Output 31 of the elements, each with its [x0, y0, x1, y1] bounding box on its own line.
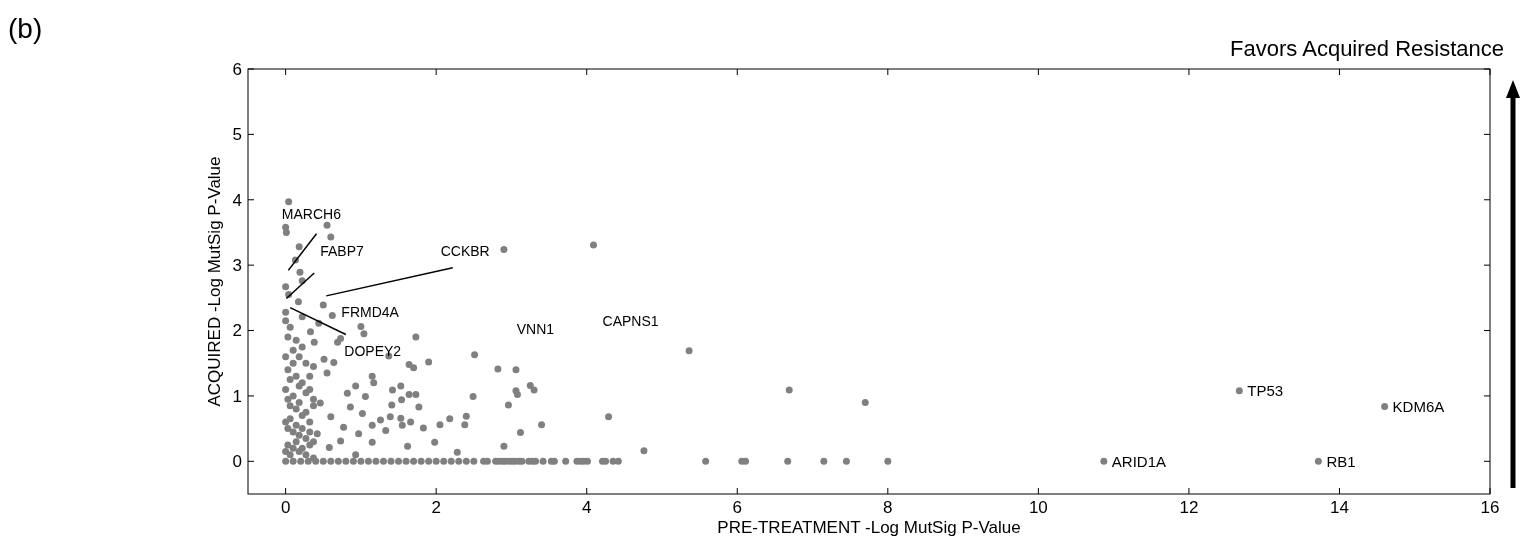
y-axis-title: ACQUIRED -Log MutSig P-Value — [205, 156, 224, 407]
annotation: KDM6A — [1392, 397, 1445, 415]
text: (b) — [8, 13, 43, 44]
y-tick-label: 0 — [232, 452, 242, 472]
y-tick-label: 5 — [232, 125, 242, 145]
x-tick-label: 10 — [1028, 498, 1048, 517]
x-tick-label: 0 — [280, 498, 291, 517]
y-tick-label: 4 — [232, 190, 242, 210]
x-tick-label: 2 — [431, 498, 441, 517]
y-tick-label: 6 — [232, 59, 242, 79]
annotation: RB1 — [1326, 452, 1356, 470]
y-tick-label: 3 — [232, 256, 242, 276]
y-tick-label: 2 — [232, 321, 242, 341]
annotation: FRMD4A — [341, 304, 400, 321]
annotation: ARID1A — [1111, 452, 1167, 470]
annotation: MARCH6 — [281, 206, 342, 223]
text: Favors Acquired Resistance — [1230, 36, 1504, 61]
x-tick-label: 8 — [883, 498, 893, 517]
annotation: CCKBR — [440, 243, 490, 260]
annotation: FABP7 — [320, 243, 365, 260]
annotation: CAPNS1 — [602, 313, 659, 330]
x-tick-label: 6 — [732, 498, 743, 517]
annotation: TP53 — [1247, 381, 1284, 399]
x-tick-label: 4 — [581, 498, 592, 517]
y-tick-label: 1 — [232, 386, 242, 406]
x-tick-label: 12 — [1179, 498, 1199, 517]
annotation: VNN1 — [516, 321, 555, 338]
x-axis-title: PRE-TREATMENT -Log MutSig P-Value — [717, 518, 1021, 537]
annotation: DOPEY2 — [344, 342, 402, 359]
x-tick-label: 16 — [1480, 498, 1500, 517]
x-tick-label: 14 — [1329, 498, 1349, 517]
